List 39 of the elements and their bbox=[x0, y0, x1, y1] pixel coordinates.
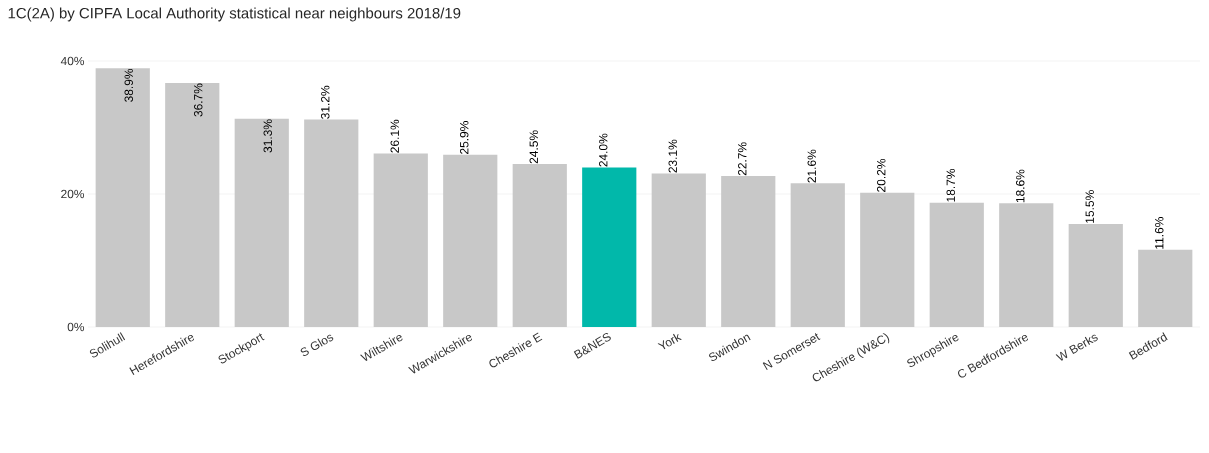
data-label: 15.5% bbox=[1085, 190, 1094, 223]
data-label: 24.0% bbox=[599, 133, 608, 167]
bar bbox=[790, 183, 845, 327]
bar bbox=[443, 154, 498, 327]
data-label: 31.2% bbox=[321, 85, 330, 119]
data-label: 38.9% bbox=[124, 68, 133, 102]
bar bbox=[582, 167, 637, 327]
y-tick-label: 0% bbox=[67, 322, 85, 332]
x-tick-label: York bbox=[657, 333, 682, 350]
data-label: 21.6% bbox=[807, 149, 816, 183]
data-label: 24.5% bbox=[529, 130, 538, 164]
data-label: 26.1% bbox=[390, 119, 399, 153]
x-tick-label: W Berks bbox=[1055, 334, 1098, 361]
bar bbox=[651, 173, 706, 327]
bar bbox=[373, 153, 428, 327]
data-label: 31.3% bbox=[263, 119, 272, 153]
bar bbox=[999, 203, 1054, 327]
data-label: 36.7% bbox=[194, 83, 203, 117]
bar bbox=[929, 202, 984, 327]
data-label: 20.2% bbox=[877, 159, 886, 192]
bar bbox=[304, 119, 359, 327]
bar bbox=[1138, 249, 1193, 327]
data-label: 22.7% bbox=[738, 142, 747, 176]
bar bbox=[721, 176, 776, 327]
bar bbox=[234, 118, 289, 327]
x-tick-label: S Glos bbox=[300, 334, 334, 357]
data-label: 18.7% bbox=[946, 168, 955, 202]
data-label: 25.9% bbox=[460, 121, 469, 154]
bar bbox=[165, 82, 220, 327]
data-label: 18.6% bbox=[1016, 169, 1025, 203]
chart-title: 1C(2A) by CIPFA Local Authority statistical near neighbours 2018/19 bbox=[8, 7, 461, 22]
bar bbox=[1068, 223, 1123, 327]
bar bbox=[860, 192, 915, 327]
bar bbox=[95, 68, 150, 327]
data-label: 11.6% bbox=[1155, 217, 1164, 249]
y-tick-label: 20% bbox=[61, 189, 85, 199]
bar bbox=[512, 164, 567, 327]
y-tick-label: 40% bbox=[60, 56, 85, 66]
data-label: 23.1% bbox=[668, 139, 677, 173]
